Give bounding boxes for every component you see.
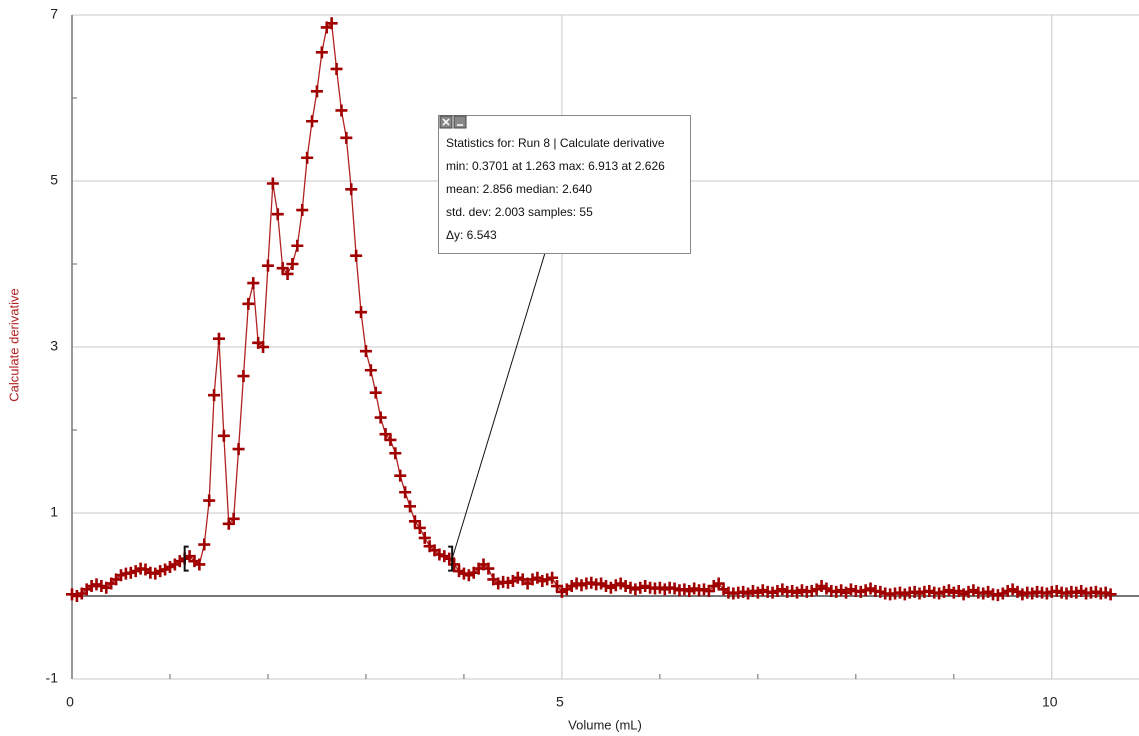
- x-tick-label: 0: [66, 694, 74, 710]
- data-point: [232, 443, 245, 456]
- data-line: [71, 22, 1111, 597]
- stats-title: Statistics for: Run 8 | Calculate deriva…: [446, 136, 665, 150]
- data-point: [237, 370, 250, 383]
- data-point: [198, 538, 211, 551]
- leader-line: [451, 252, 546, 559]
- data-point: [374, 411, 387, 424]
- x-tick-label: 5: [556, 694, 564, 710]
- stats-line: Δy: 6.543: [446, 228, 497, 242]
- data-point: [359, 345, 372, 358]
- data-point: [296, 204, 309, 217]
- data-point: [364, 364, 377, 377]
- y-tick-label: -1: [46, 670, 59, 686]
- data-point: [286, 258, 299, 270]
- close-icon: [442, 118, 450, 126]
- data-point: [413, 521, 426, 534]
- stats-box: [438, 115, 691, 254]
- data-point: [418, 531, 431, 544]
- data-point: [310, 85, 323, 98]
- data-point: [1104, 588, 1117, 601]
- data-point: [281, 267, 294, 280]
- data-point: [271, 208, 284, 221]
- data-point: [315, 46, 328, 59]
- y-tick-label: 5: [50, 172, 58, 188]
- data-point: [242, 297, 255, 310]
- data-point: [335, 104, 348, 117]
- data-point: [389, 447, 402, 460]
- data-point: [340, 131, 353, 144]
- stats-line: mean: 2.856 median: 2.640: [446, 182, 592, 196]
- data-point: [208, 389, 221, 402]
- y-tick-label: 3: [50, 338, 58, 354]
- data-point: [355, 306, 368, 319]
- selection-bracket: [183, 545, 189, 572]
- data-point: [384, 433, 397, 446]
- data-point: [217, 429, 230, 442]
- data-point: [261, 259, 274, 272]
- data-point: [266, 177, 279, 190]
- data-point: [193, 558, 206, 571]
- data-point: [404, 500, 417, 513]
- stats-line: min: 0.3701 at 1.263 max: 6.913 at 2.626: [446, 159, 665, 173]
- data-point: [301, 151, 314, 164]
- y-axis-label: Calculate derivative: [6, 288, 21, 401]
- data-point: [306, 115, 319, 128]
- data-point: [345, 183, 358, 196]
- data-point: [325, 17, 338, 30]
- data-point: [448, 558, 461, 571]
- x-tick-label: 10: [1042, 694, 1058, 710]
- data-point: [247, 277, 260, 290]
- y-tick-label: 1: [50, 504, 58, 520]
- data-point: [399, 486, 412, 499]
- data-point: [212, 332, 225, 345]
- minimize-button: [453, 115, 467, 129]
- data-point: [408, 515, 421, 528]
- data-point: [394, 469, 407, 482]
- y-tick-label: 7: [50, 6, 58, 22]
- data-point: [369, 386, 382, 399]
- data-point: [350, 249, 363, 262]
- stats-line: std. dev: 2.003 samples: 55: [446, 205, 593, 219]
- data-point: [546, 571, 559, 584]
- data-point: [291, 239, 304, 252]
- data-point: [482, 562, 495, 575]
- data-point: [203, 494, 216, 507]
- data-point: [227, 512, 240, 525]
- x-axis-label: Volume (mL): [568, 717, 642, 732]
- data-point: [257, 341, 270, 353]
- data-point: [330, 62, 343, 75]
